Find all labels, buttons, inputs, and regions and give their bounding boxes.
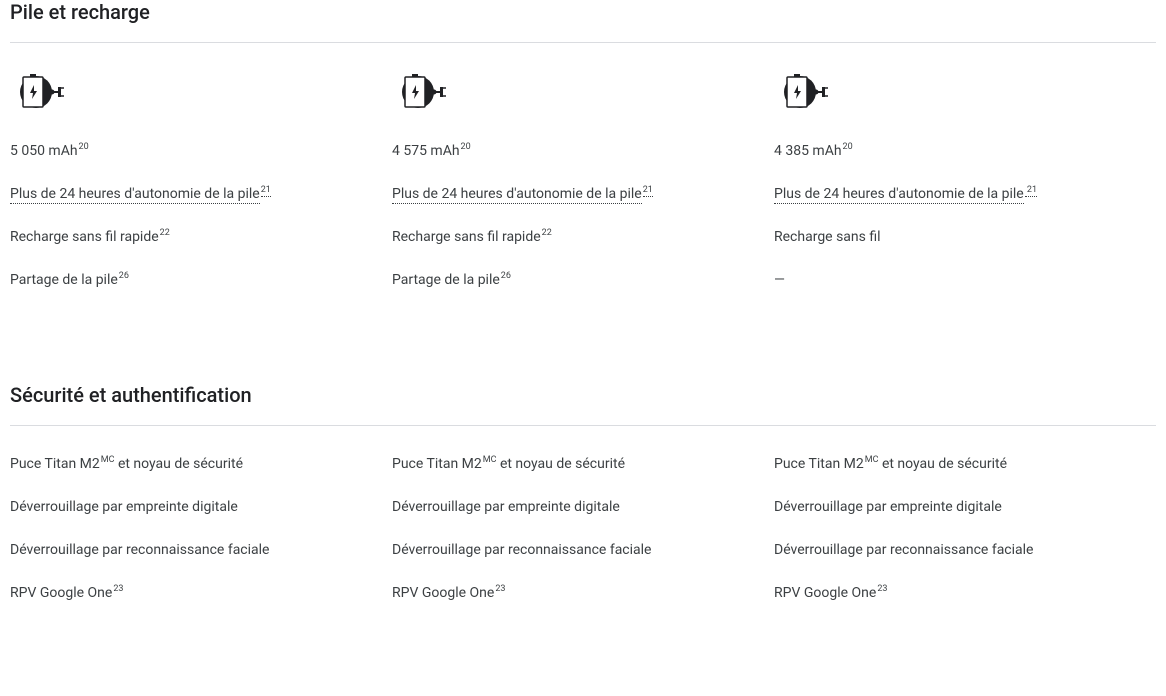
- autonomy-text: Plus de 24 heures d'autonomie de la pile: [392, 186, 642, 204]
- security-col-0: Puce Titan M2MC et noyau de sécurité Dév…: [10, 454, 392, 626]
- charging-row: Recharge sans fil: [774, 227, 1116, 248]
- security-compare-grid: Puce Titan M2MC et noyau de sécurité Dév…: [10, 454, 1156, 626]
- autonomy-text: Plus de 24 heures d'autonomie de la pile: [774, 186, 1024, 204]
- vpn-text: RPV Google One: [774, 585, 876, 601]
- section-title-battery: Pile et recharge: [10, 0, 1156, 24]
- chip-row: Puce Titan M2MC et noyau de sécurité: [10, 454, 352, 475]
- autonomy-row[interactable]: Plus de 24 heures d'autonomie de la pile…: [10, 184, 352, 205]
- chip-sup: MC: [101, 455, 115, 465]
- fingerprint-text: Déverrouillage par empreinte digitale: [774, 499, 1002, 515]
- autonomy-sup: 21: [1025, 185, 1037, 197]
- section-divider: [10, 42, 1156, 43]
- charging-row: Recharge sans fil rapide22: [10, 227, 352, 248]
- capacity-value: 4 575 mAh: [392, 143, 460, 159]
- chip-pre: Puce Titan M2: [392, 456, 482, 472]
- fingerprint-row: Déverrouillage par empreinte digitale: [392, 497, 734, 518]
- vpn-sup: 23: [113, 584, 123, 594]
- capacity-sup: 20: [79, 142, 89, 152]
- battery-compare-grid: 5 050 mAh20 Plus de 24 heures d'autonomi…: [10, 71, 1156, 313]
- vpn-text: RPV Google One: [392, 585, 494, 601]
- autonomy-sup: 21: [261, 185, 271, 197]
- security-col-2: Puce Titan M2MC et noyau de sécurité Dév…: [774, 454, 1156, 626]
- section-divider: [10, 425, 1156, 426]
- chip-row: Puce Titan M2MC et noyau de sécurité: [392, 454, 734, 475]
- vpn-sup: 23: [495, 584, 505, 594]
- charging-row: Recharge sans fil rapide22: [392, 227, 734, 248]
- vpn-sup: 23: [877, 584, 887, 594]
- charging-sup: 22: [160, 228, 170, 238]
- capacity-row: 4 385 mAh20: [774, 141, 1116, 162]
- charging-sup: 22: [542, 228, 552, 238]
- vpn-text: RPV Google One: [10, 585, 112, 601]
- charging-text: Recharge sans fil: [774, 229, 881, 245]
- chip-post: et noyau de sécurité: [114, 456, 243, 472]
- chip-pre: Puce Titan M2: [774, 456, 864, 472]
- face-text: Déverrouillage par reconnaissance facial…: [392, 542, 652, 558]
- fingerprint-row: Déverrouillage par empreinte digitale: [10, 497, 352, 518]
- capacity-row: 5 050 mAh20: [10, 141, 352, 162]
- face-text: Déverrouillage par reconnaissance facial…: [10, 542, 270, 558]
- battery-col-2: 4 385 mAh20 Plus de 24 heures d'autonomi…: [774, 71, 1156, 313]
- capacity-value: 4 385 mAh: [774, 143, 842, 159]
- battery-col-0: 5 050 mAh20 Plus de 24 heures d'autonomi…: [10, 71, 392, 313]
- chip-sup: MC: [483, 455, 497, 465]
- vpn-row: RPV Google One23: [774, 583, 1116, 604]
- capacity-value: 5 050 mAh: [10, 143, 78, 159]
- section-title-security: Sécurité et authentification: [10, 383, 1156, 407]
- fingerprint-text: Déverrouillage par empreinte digitale: [10, 499, 238, 515]
- security-col-1: Puce Titan M2MC et noyau de sécurité Dév…: [392, 454, 774, 626]
- fingerprint-text: Déverrouillage par empreinte digitale: [392, 499, 620, 515]
- share-text: —: [774, 272, 785, 288]
- face-text: Déverrouillage par reconnaissance facial…: [774, 542, 1034, 558]
- share-sup: 26: [501, 271, 511, 281]
- autonomy-text: Plus de 24 heures d'autonomie de la pile: [10, 186, 260, 204]
- chip-row: Puce Titan M2MC et noyau de sécurité: [774, 454, 1116, 475]
- share-row: Partage de la pile26: [392, 270, 734, 291]
- battery-col-1: 4 575 mAh20 Plus de 24 heures d'autonomi…: [392, 71, 774, 313]
- share-text: Partage de la pile: [392, 272, 500, 288]
- charging-text: Recharge sans fil rapide: [392, 229, 541, 245]
- chip-post: et noyau de sécurité: [496, 456, 625, 472]
- battery-icon: [10, 71, 66, 113]
- share-row: —: [774, 270, 1116, 291]
- fingerprint-row: Déverrouillage par empreinte digitale: [774, 497, 1116, 518]
- autonomy-sup: 21: [643, 185, 653, 197]
- battery-icon: [392, 71, 448, 113]
- autonomy-row[interactable]: Plus de 24 heures d'autonomie de la pile…: [774, 184, 1116, 205]
- share-row: Partage de la pile26: [10, 270, 352, 291]
- charging-text: Recharge sans fil rapide: [10, 229, 159, 245]
- share-sup: 26: [119, 271, 129, 281]
- chip-sup: MC: [865, 455, 879, 465]
- battery-icon: [774, 71, 830, 113]
- vpn-row: RPV Google One23: [10, 583, 352, 604]
- autonomy-row[interactable]: Plus de 24 heures d'autonomie de la pile…: [392, 184, 734, 205]
- share-text: Partage de la pile: [10, 272, 118, 288]
- chip-post: et noyau de sécurité: [878, 456, 1007, 472]
- capacity-sup: 20: [843, 142, 853, 152]
- vpn-row: RPV Google One23: [392, 583, 734, 604]
- chip-pre: Puce Titan M2: [10, 456, 100, 472]
- capacity-row: 4 575 mAh20: [392, 141, 734, 162]
- capacity-sup: 20: [461, 142, 471, 152]
